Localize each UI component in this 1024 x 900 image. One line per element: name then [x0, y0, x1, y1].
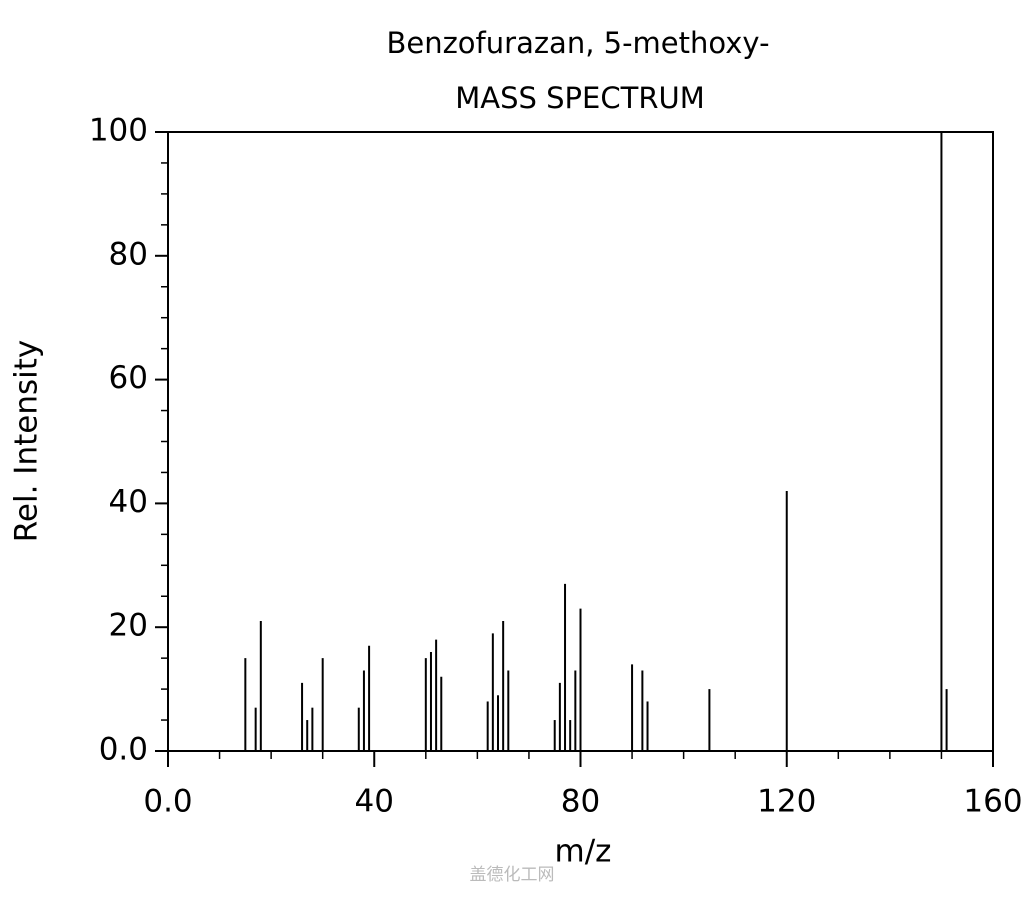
x-axis-label: m/z — [555, 834, 612, 870]
y-tick-label: 0.0 — [99, 732, 148, 768]
chart-subtitle: MASS SPECTRUM — [455, 81, 704, 115]
y-tick-label: 100 — [89, 113, 148, 149]
x-tick-label: 120 — [757, 784, 816, 820]
y-tick-label: 80 — [109, 236, 148, 272]
y-tick-label: 20 — [109, 608, 148, 644]
chart-title: Benzofurazan, 5-methoxy- — [386, 26, 769, 60]
x-tick-label: 160 — [963, 784, 1022, 820]
watermark: 盖德化工网 — [470, 865, 555, 885]
x-tick-label: 0.0 — [143, 784, 192, 820]
y-axis-label: Rel. Intensity — [9, 340, 45, 542]
y-tick-label: 40 — [109, 484, 148, 520]
x-tick-label: 80 — [561, 784, 600, 820]
x-tick-label: 40 — [355, 784, 394, 820]
y-tick-label: 60 — [109, 360, 148, 396]
